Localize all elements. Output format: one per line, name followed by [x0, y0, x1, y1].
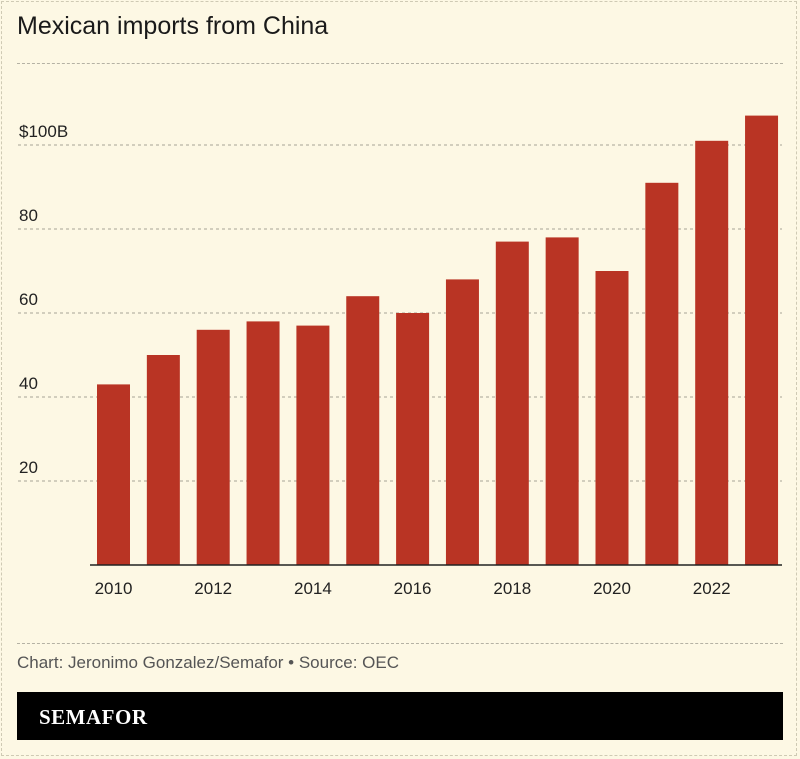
- bar-2012: [196, 329, 230, 565]
- chart-title: Mexican imports from China: [17, 12, 329, 40]
- bar-chart: 20 40 60 80 $100B 2010 2012 2014 2016 2018 2020 202…: [18, 115, 782, 598]
- footer-divider: [17, 643, 783, 644]
- y-tick-label: 60: [19, 290, 38, 309]
- x-tick-label: 2020: [593, 579, 631, 598]
- bar-2014: [296, 325, 330, 565]
- bar-2023: [745, 115, 779, 565]
- x-tick-label: 2010: [95, 579, 133, 598]
- bar-2011: [146, 355, 180, 565]
- x-tick-label: 2018: [493, 579, 531, 598]
- bar-2020: [595, 271, 629, 565]
- bar-2019: [545, 237, 579, 565]
- semafor-logo: SEMAFOR: [39, 705, 148, 729]
- bar-2010: [97, 384, 130, 565]
- bar-2017: [445, 279, 479, 565]
- title-divider: [17, 63, 783, 64]
- y-tick-label: 20: [19, 458, 38, 477]
- bar-2022: [695, 140, 729, 566]
- y-tick-label: $100B: [19, 122, 68, 141]
- y-tick-label: 80: [19, 206, 38, 225]
- bar-2018: [495, 241, 529, 565]
- x-tick-label: 2012: [194, 579, 232, 598]
- x-tick-label: 2016: [394, 579, 432, 598]
- x-tick-label: 2014: [294, 579, 332, 598]
- bar-2016: [396, 313, 430, 565]
- bar-2013: [246, 321, 280, 565]
- bar-2021: [645, 182, 679, 566]
- brand-bar: SEMAFOR: [17, 692, 783, 740]
- y-tick-label: 40: [19, 374, 38, 393]
- bar-2015: [346, 296, 380, 565]
- x-tick-label: 2022: [693, 579, 731, 598]
- source-note: Chart: Jeronimo Gonzalez/Semafor • Sourc…: [17, 653, 399, 672]
